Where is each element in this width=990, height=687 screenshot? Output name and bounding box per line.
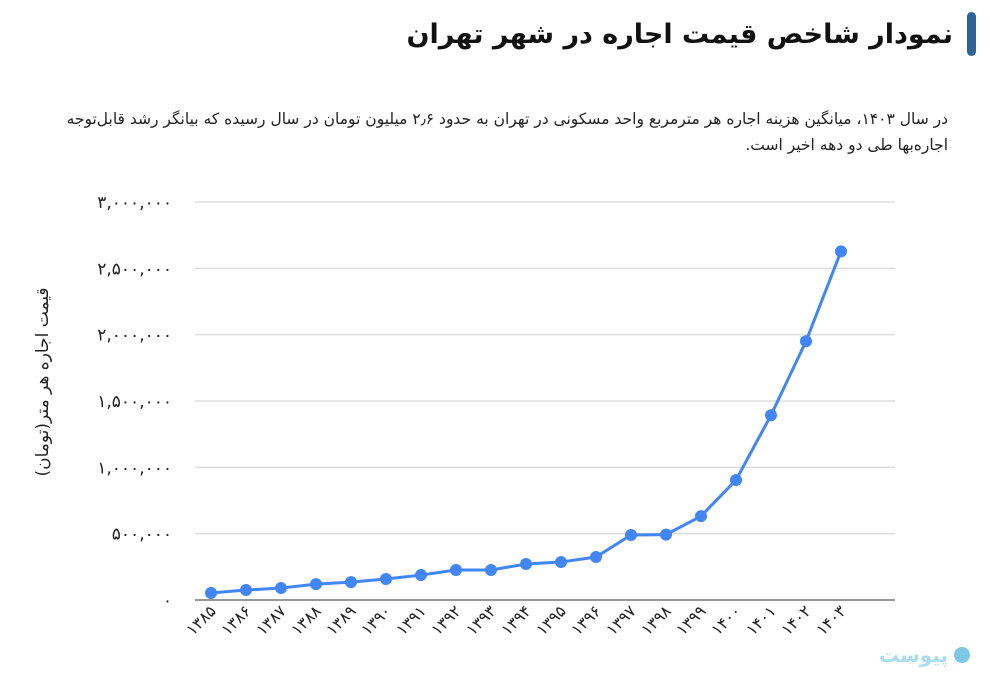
data-point — [275, 582, 287, 595]
y-tick-label: ۲,۰۰۰,۰۰۰ — [97, 326, 172, 346]
x-tick-label: ۱۳۹۲ — [427, 601, 465, 639]
page-title: نمودار شاخص قیمت اجاره در شهر تهران — [406, 18, 953, 50]
data-point — [240, 584, 252, 597]
x-tick-label: ۱۳۸۸ — [287, 601, 325, 639]
data-point — [695, 510, 707, 523]
x-tick-label: ۱۳۹۶ — [567, 601, 605, 639]
x-tick-label: ۱۳۹۴ — [497, 601, 535, 639]
y-tick-label: ۳,۰۰۰,۰۰۰ — [97, 193, 172, 213]
data-point — [485, 564, 497, 577]
x-tick-label: ۱۳۹۰ — [357, 601, 395, 639]
x-tick-label: ۱۴۰۰ — [707, 601, 745, 639]
data-point — [625, 528, 637, 541]
data-point — [345, 576, 357, 589]
y-tick-label: ۵۰۰,۰۰۰ — [112, 525, 172, 545]
data-point — [310, 578, 322, 591]
y-tick-label: ۰ — [163, 591, 172, 611]
x-tick-label: ۱۳۸۵ — [182, 601, 220, 639]
x-tick-label: ۱۳۹۱ — [392, 601, 430, 639]
data-point — [520, 558, 532, 571]
x-tick-label: ۱۳۹۷ — [602, 601, 640, 639]
series-line — [210, 250, 843, 595]
pivest-logo-icon — [954, 647, 970, 663]
x-tick-label: ۱۴۰۲ — [777, 601, 815, 639]
watermark-text: پیوست — [878, 643, 948, 667]
page-header: نمودار شاخص قیمت اجاره در شهر تهران — [406, 12, 976, 56]
data-points — [205, 245, 847, 599]
data-point — [730, 474, 742, 487]
x-axis-ticks: ۱۳۸۵۱۳۸۶۱۳۸۷۱۳۸۸۱۳۸۹۱۳۹۰۱۳۹۱۱۳۹۲۱۳۹۳۱۳۹۴… — [182, 601, 850, 639]
data-point — [835, 245, 847, 258]
data-point — [555, 556, 567, 569]
x-tick-label: ۱۳۸۹ — [322, 601, 360, 639]
title-accent-bar — [967, 12, 976, 56]
y-tick-label: ۲,۵۰۰,۰۰۰ — [97, 259, 172, 279]
gridlines — [195, 201, 895, 535]
x-tick-label: ۱۴۰۱ — [742, 601, 780, 639]
chart-description: در سال ۱۴۰۳، میانگین هزینه اجاره هر مترم… — [66, 110, 948, 154]
y-axis-ticks: ۰ ۵۰۰,۰۰۰ ۱,۰۰۰,۰۰۰ ۱,۵۰۰,۰۰۰ ۲,۰۰۰,۰۰۰ ۲,۵۰۰… — [97, 193, 172, 611]
y-tick-label: ۱,۵۰۰,۰۰۰ — [97, 392, 172, 412]
watermark: پیوست — [879, 643, 970, 667]
y-tick-label: ۱,۰۰۰,۰۰۰ — [97, 458, 172, 478]
x-tick-label: ۱۳۹۳ — [462, 601, 500, 639]
data-point — [415, 569, 427, 582]
x-tick-label: ۱۳۹۹ — [672, 601, 710, 639]
data-point — [800, 335, 812, 348]
data-point — [590, 551, 602, 564]
data-point — [380, 573, 392, 586]
x-tick-label: ۱۳۸۶ — [217, 601, 255, 639]
x-tick-label: ۱۳۹۵ — [532, 601, 570, 639]
x-tick-label: ۱۳۸۷ — [252, 601, 290, 639]
data-point — [765, 409, 777, 422]
y-axis-label: قیمت اجاره هر متر(تومان) — [33, 287, 53, 476]
data-point — [450, 564, 462, 577]
data-point — [660, 528, 672, 541]
x-tick-label: ۱۳۹۸ — [637, 601, 675, 639]
data-point — [205, 586, 217, 599]
x-tick-label: ۱۴۰۳ — [812, 601, 850, 639]
